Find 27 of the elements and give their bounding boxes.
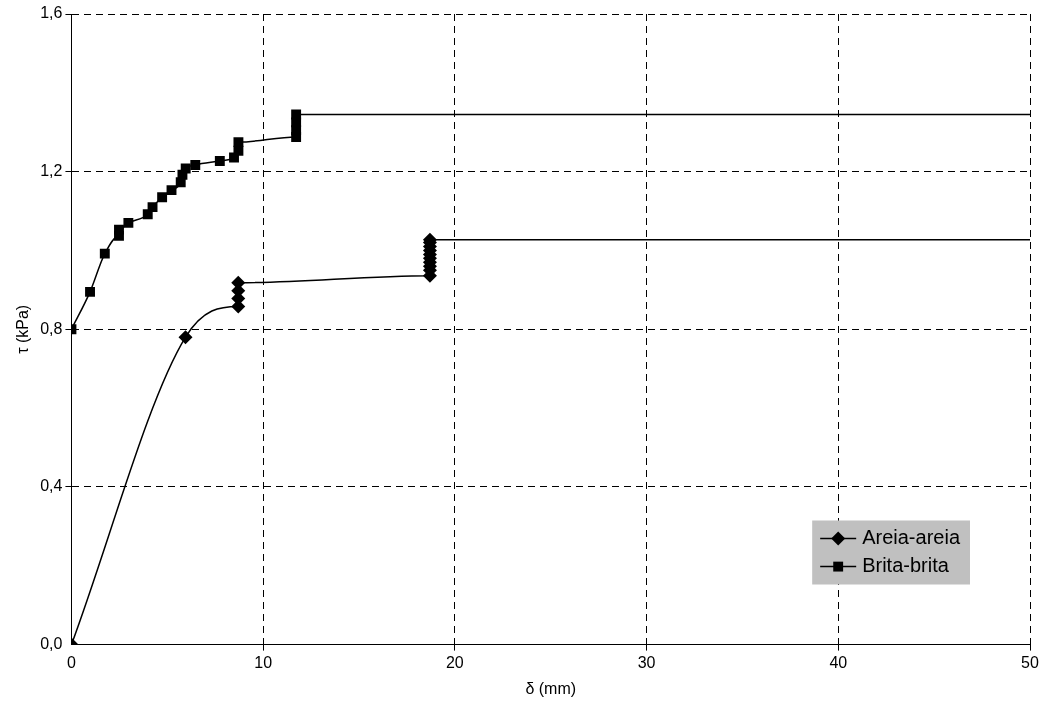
point	[178, 330, 193, 345]
x-axis-title: δ (mm)	[525, 679, 577, 697]
x-tick-label: 10	[254, 653, 273, 671]
point	[291, 109, 302, 120]
x-tick-label: 0	[66, 653, 76, 671]
point	[85, 286, 95, 297]
x-tick-label: 40	[829, 653, 848, 671]
x-tick-label: 20	[445, 653, 464, 671]
point	[114, 224, 124, 235]
point	[214, 156, 225, 166]
point	[123, 217, 134, 228]
y-tick-label: 1,2	[40, 162, 63, 180]
point	[166, 185, 177, 196]
point	[99, 248, 110, 259]
y-tick-label: 0,4	[40, 477, 63, 495]
point	[147, 202, 158, 213]
y-tick-label: 0,0	[40, 635, 63, 653]
y-tick-label: 1,6	[40, 4, 63, 22]
x-tick-label: 30	[637, 653, 656, 671]
point	[233, 137, 244, 148]
point	[157, 192, 168, 203]
y-axis-title: τ (kPa)	[14, 304, 32, 354]
legend-label: Brita-brita	[862, 554, 950, 577]
x-tick-label: 50	[1021, 653, 1039, 671]
legend-label: Areia-areia	[862, 526, 961, 549]
y-tick-label: 0,8	[40, 319, 63, 337]
point	[190, 160, 201, 170]
